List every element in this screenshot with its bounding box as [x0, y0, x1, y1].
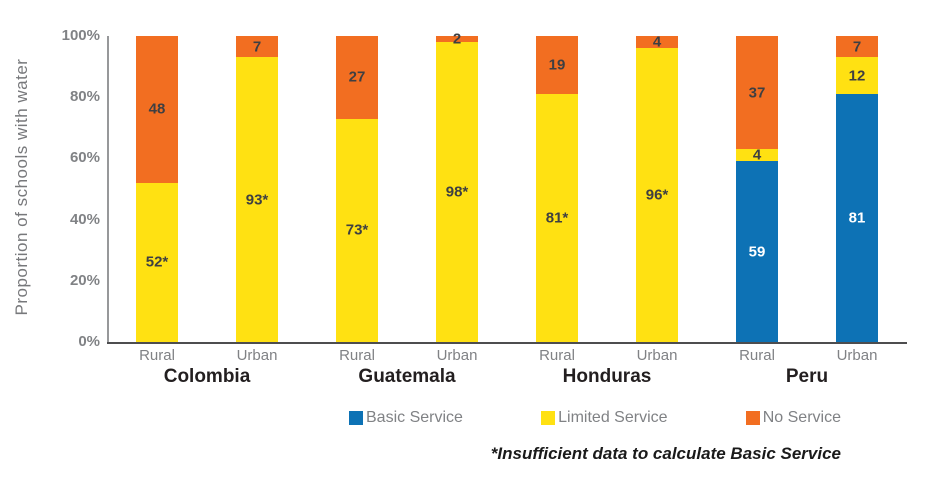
group-labels-row: Colombia Guatemala Honduras Peru — [107, 366, 907, 388]
segment-no-service: 37 — [736, 36, 778, 150]
segment-value-label: 4 — [752, 146, 762, 164]
x-label-colombia-urban: Urban — [236, 347, 278, 364]
legend-label: Basic Service — [366, 409, 463, 426]
segment-value-label: 93* — [245, 191, 269, 209]
segment-value-label: 27 — [348, 68, 366, 86]
segment-no-service: 27 — [336, 36, 378, 119]
bar-guatemala-urban: 98* 2 — [436, 31, 478, 342]
legend-item-limited-service: Limited Service — [541, 409, 668, 427]
x-label-guatemala-urban: Urban — [436, 347, 478, 364]
y-axis-line — [107, 36, 109, 342]
bar-peru-urban: 81 12 7 — [836, 36, 878, 342]
segment-limited-service: 81* — [536, 94, 578, 342]
x-label-colombia-rural: Rural — [139, 347, 175, 364]
segment-value-label: 81* — [545, 209, 569, 227]
segment-limited-service: 4 — [736, 146, 778, 164]
segment-value-label: 48 — [148, 100, 166, 118]
segment-basic-service: 59 — [736, 161, 778, 342]
group-label-colombia: Colombia — [163, 366, 251, 387]
group-label-honduras: Honduras — [562, 366, 652, 387]
y-tick-100: 100% — [61, 27, 100, 44]
legend-item-no-service: No Service — [745, 409, 841, 427]
segment-value-label: 52* — [145, 253, 169, 271]
segment-value-label: 2 — [452, 30, 462, 48]
bars-container: 52* 48 93* 7 73* 27 98* 2 81* 19 96* 4 59 4 37 81 12 7 — [107, 31, 907, 342]
segment-no-service: 19 — [536, 36, 578, 95]
segment-limited-service: 73* — [336, 118, 378, 342]
segment-limited-service: 96* — [636, 48, 678, 342]
segment-basic-service: 81 — [836, 94, 878, 342]
segment-value-label: 19 — [548, 56, 566, 74]
segment-limited-service: 93* — [236, 57, 278, 342]
bar-colombia-rural: 52* 48 — [136, 36, 178, 342]
segment-value-label: 96* — [645, 186, 669, 204]
group-label-peru: Peru — [785, 366, 829, 387]
legend-label: Limited Service — [558, 409, 668, 426]
plot-area: 52* 48 93* 7 73* 27 98* 2 81* 19 96* 4 59 4 37 81 12 7 — [107, 31, 907, 344]
segment-no-service: 7 — [836, 36, 878, 58]
segment-value-label: 7 — [252, 38, 262, 56]
bar-peru-rural: 59 4 37 — [736, 36, 778, 342]
bar-colombia-urban: 93* 7 — [236, 36, 278, 342]
bar-guatemala-rural: 73* 27 — [336, 36, 378, 342]
segment-value-label: 37 — [748, 84, 766, 102]
bar-honduras-rural: 81* 19 — [536, 36, 578, 342]
segment-limited-service: 98* — [436, 42, 478, 342]
segment-value-label: 59 — [748, 243, 766, 261]
y-tick-40: 40% — [69, 210, 100, 228]
segment-no-service: 48 — [136, 36, 178, 183]
y-axis-title: Proportion of schools with water — [12, 58, 31, 316]
bar-honduras-urban: 96* 4 — [636, 33, 678, 342]
legend-item-basic-service: Basic Service — [349, 409, 463, 427]
x-label-peru-urban: Urban — [836, 347, 878, 364]
x-label-honduras-rural: Rural — [539, 347, 575, 364]
segment-value-label: 98* — [445, 183, 469, 201]
segment-no-service: 2 — [436, 31, 478, 48]
legend-swatch-limited-service — [541, 411, 556, 425]
segment-value-label: 73* — [345, 221, 369, 239]
y-tick-60: 60% — [69, 149, 100, 167]
segment-limited-service: 52* — [136, 182, 178, 342]
x-label-guatemala-rural: Rural — [339, 347, 375, 364]
x-label-honduras-urban: Urban — [636, 347, 678, 364]
segment-value-label: 4 — [652, 33, 662, 51]
segment-no-service: 4 — [636, 33, 678, 51]
footnote: *Insufficient data to calculate Basic Se… — [490, 444, 841, 463]
segment-value-label: 7 — [852, 38, 862, 56]
segment-limited-service: 12 — [836, 57, 878, 95]
x-axis-labels: Rural Urban Rural Urban Rural Urban Rural Urban — [107, 347, 907, 364]
x-label-peru-rural: Rural — [739, 347, 775, 364]
legend-swatch-basic-service — [349, 411, 363, 425]
group-label-guatemala: Guatemala — [358, 366, 456, 387]
legend-swatch-no-service — [745, 411, 760, 425]
legend-label: No Service — [762, 409, 841, 426]
segment-value-label: 12 — [848, 67, 866, 85]
y-tick-80: 80% — [69, 88, 100, 106]
y-axis-tick-labels: 0% 20% 40% 60% 80% 100% — [30, 27, 100, 350]
segment-value-label: 81 — [848, 209, 866, 227]
y-tick-0: 0% — [78, 333, 100, 350]
y-tick-20: 20% — [69, 271, 100, 289]
legend: Basic Service Limited Service No Service — [349, 409, 841, 427]
segment-no-service: 7 — [236, 36, 278, 58]
